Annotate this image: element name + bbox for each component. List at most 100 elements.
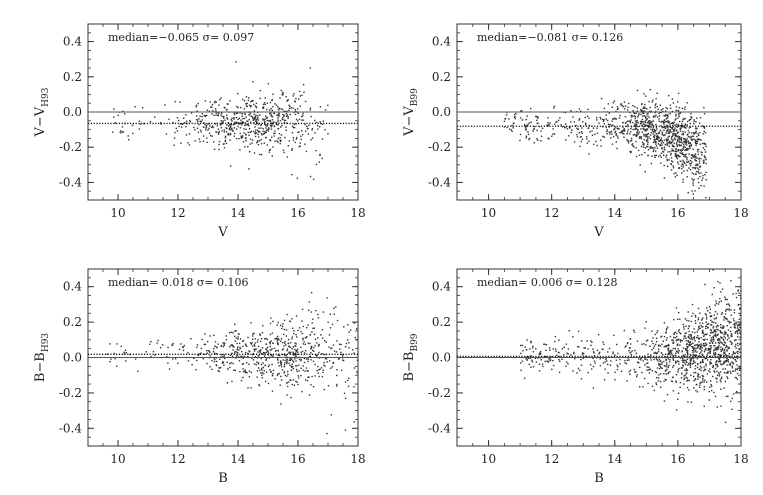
data-point [541,127,544,130]
data-point [288,104,290,107]
data-point [281,108,284,111]
data-point [684,131,687,133]
data-point [327,104,329,107]
data-point [644,107,646,109]
data-point [234,123,236,125]
data-point [142,107,144,109]
data-point [287,99,289,102]
data-point [641,343,643,345]
data-point [576,372,578,374]
data-point [691,363,694,365]
y-axis-label-main: V−V [33,106,48,137]
data-point [732,351,735,353]
data-point [655,143,657,145]
data-point [677,135,679,137]
data-point [544,360,546,363]
data-point [731,408,733,410]
data-point [710,345,712,347]
data-point [202,140,205,142]
data-point [704,132,707,134]
data-point [283,121,285,124]
data-point [662,150,664,153]
data-point [721,312,724,314]
data-point [671,110,674,113]
data-point [116,343,118,345]
data-point [719,360,722,362]
y-tick-label: 0.4 [63,280,82,294]
data-point [668,145,671,147]
data-point [644,170,646,173]
data-point [224,140,226,143]
data-point [264,132,266,134]
data-point [695,128,697,130]
data-point [272,369,275,371]
data-point [719,331,722,333]
data-point [223,357,226,360]
data-point [286,348,289,350]
data-point [590,340,592,342]
data-point [720,313,723,315]
data-point [702,174,704,177]
data-point [684,117,686,120]
data-point [114,122,116,124]
data-point [607,103,610,105]
data-point [630,351,632,354]
data-point [660,366,662,369]
data-point [640,137,643,140]
data-point [168,368,171,370]
data-point [317,128,319,130]
data-point [698,355,701,358]
data-point [634,117,636,120]
data-point [582,120,584,123]
data-point [204,343,207,346]
data-point [234,122,237,124]
data-point [191,363,193,366]
data-point [653,352,655,354]
data-point [633,125,636,127]
data-point [206,352,209,354]
data-point [566,352,568,354]
data-point [271,109,274,112]
data-point [348,377,350,380]
data-point [724,337,726,339]
data-point [682,133,685,136]
data-point [693,371,695,374]
data-point [114,357,116,360]
data-point [563,354,565,356]
data-point [265,124,267,126]
data-point [644,358,646,360]
data-point [694,139,697,141]
data-point [235,116,238,119]
data-point [213,334,215,336]
scatter-points [112,61,329,181]
data-point [255,364,257,366]
data-point [648,366,650,368]
data-point [230,118,232,121]
data-point [640,359,642,361]
data-point [687,346,689,348]
data-point [718,375,721,377]
data-point [626,342,629,345]
data-point [215,364,217,366]
data-point [675,113,677,116]
data-point [244,146,246,148]
data-point [282,113,284,116]
y-tick-label: 0.2 [432,315,451,329]
data-point [643,106,645,108]
data-point [694,340,696,342]
data-point [698,122,701,124]
data-point [612,118,615,120]
data-point [668,135,670,137]
data-point [713,349,716,351]
data-point [150,355,152,358]
data-point [713,314,716,316]
data-point [657,348,660,350]
data-point [728,337,730,339]
data-point [277,123,279,126]
data-point [694,132,696,134]
data-point [283,115,285,117]
data-point [217,113,219,116]
data-point [616,106,619,108]
data-point [273,132,275,135]
data-point [664,378,666,381]
